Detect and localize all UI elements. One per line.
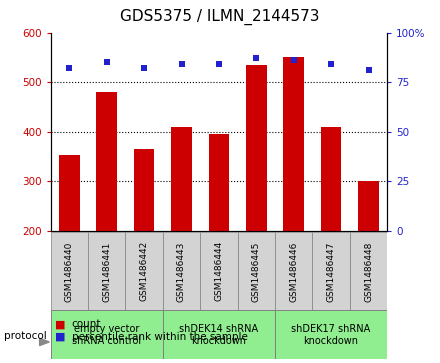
Text: protocol: protocol (4, 331, 47, 341)
Bar (275, 310, 387, 359)
Point (103, 60, 110, 65)
Bar (246, 65, 267, 231)
Bar (238, 232, 275, 310)
Bar (134, 149, 154, 231)
Bar (350, 232, 387, 310)
Text: percentile rank within the sample: percentile rank within the sample (72, 332, 248, 342)
Text: GSM1486445: GSM1486445 (252, 241, 261, 302)
Bar (88, 232, 125, 310)
Bar (125, 232, 163, 310)
Bar (51, 232, 88, 310)
Bar (163, 310, 275, 359)
Text: GSM1486442: GSM1486442 (139, 241, 149, 301)
Text: GSM1486446: GSM1486446 (289, 241, 298, 302)
Polygon shape (40, 338, 49, 346)
Point (141, 65, 148, 71)
Text: GSM1486448: GSM1486448 (364, 241, 373, 302)
Bar (321, 127, 341, 231)
Text: GDS5375 / ILMN_2144573: GDS5375 / ILMN_2144573 (120, 9, 320, 25)
Bar (51, 310, 163, 359)
Bar (209, 134, 229, 231)
Point (178, 61, 185, 67)
Bar (59, 155, 80, 231)
Text: GSM1486447: GSM1486447 (326, 241, 336, 302)
Text: GSM1486444: GSM1486444 (214, 241, 224, 301)
Point (327, 61, 335, 67)
Point (253, 56, 260, 61)
Text: GSM1486440: GSM1486440 (65, 241, 74, 302)
Point (216, 61, 223, 67)
Text: shDEK14 shRNA
knockdown: shDEK14 shRNA knockdown (180, 324, 258, 346)
Text: empty vector
shRNA control: empty vector shRNA control (72, 324, 141, 346)
Text: shDEK17 shRNA
knockdown: shDEK17 shRNA knockdown (291, 324, 371, 346)
Text: ■: ■ (55, 319, 66, 329)
Text: count: count (72, 319, 101, 329)
Bar (312, 232, 350, 310)
Bar (358, 181, 379, 231)
Point (365, 68, 372, 73)
Bar (171, 127, 192, 231)
Point (290, 57, 297, 63)
Bar (96, 92, 117, 231)
Text: GSM1486443: GSM1486443 (177, 241, 186, 302)
Bar (163, 232, 200, 310)
Point (66, 65, 73, 71)
Bar (275, 232, 312, 310)
Text: GSM1486441: GSM1486441 (102, 241, 111, 302)
Bar (283, 57, 304, 231)
Bar (200, 232, 238, 310)
Text: ■: ■ (55, 332, 66, 342)
